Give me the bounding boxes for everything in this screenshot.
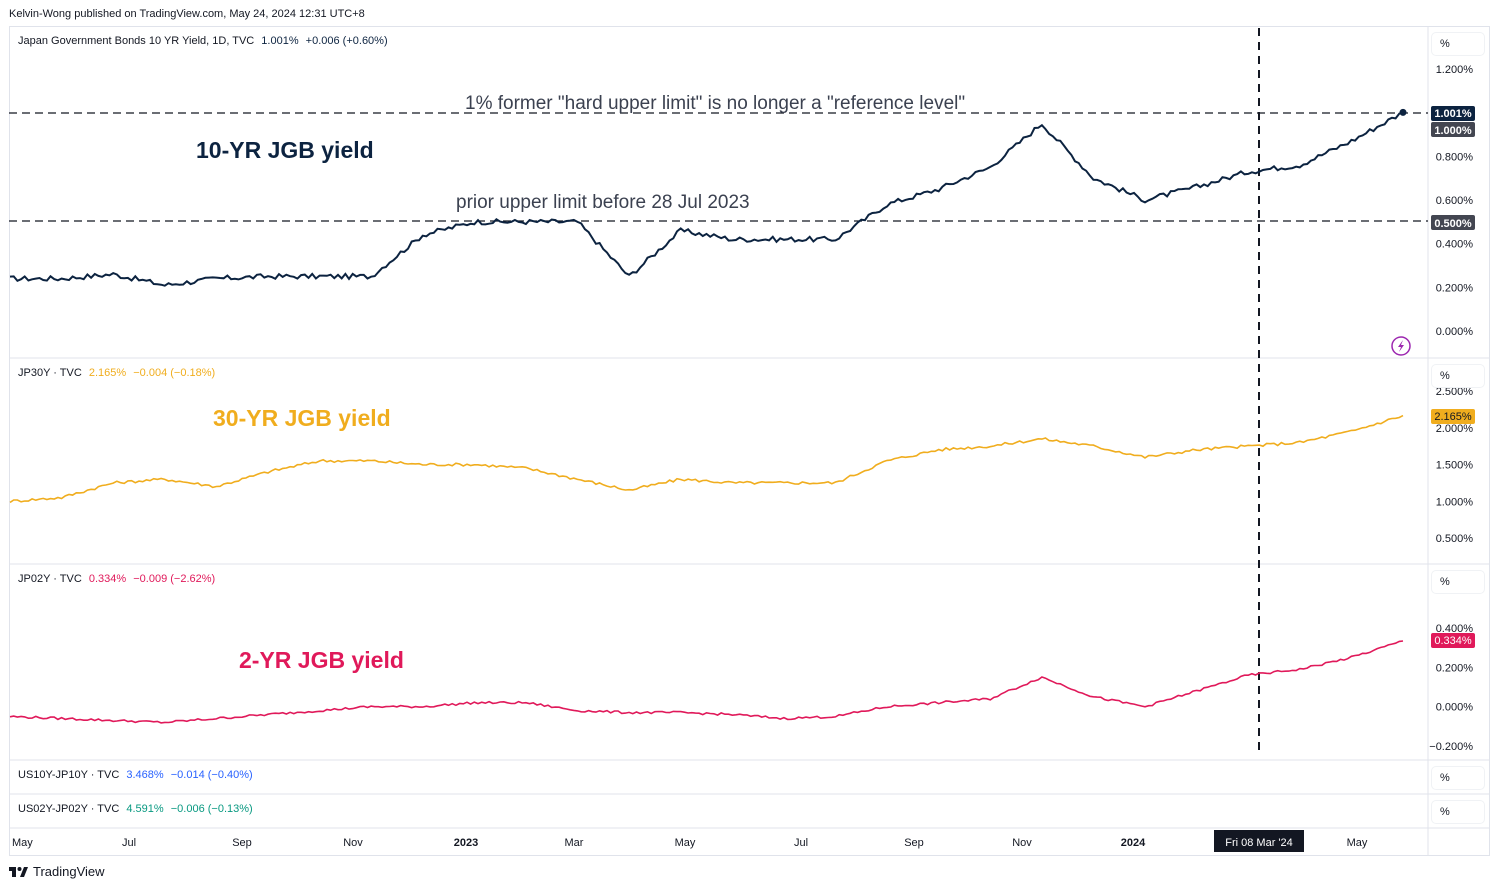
x-tick-label: Mar — [565, 837, 584, 849]
y-tick-label-jp10: 1.200% — [1436, 64, 1474, 76]
y-tick-label-jp02: −0.200% — [1429, 741, 1473, 753]
legend-us02-value: 4.591% — [126, 803, 164, 815]
label-10yr: 10-YR JGB yield — [196, 137, 374, 163]
publisher-line: Kelvin-Wong published on TradingView.com… — [9, 8, 365, 20]
badge-jp30-last: 2.165% — [1431, 409, 1475, 424]
legend-jp02-value: 0.334% — [88, 573, 127, 585]
x-tick-label: Nov — [343, 837, 363, 849]
legend-us02-change: −0.006 (−0.13%) — [170, 803, 253, 815]
legend-jp30-change: −0.004 (−0.18%) — [133, 367, 216, 379]
x-tick-label: May — [12, 837, 33, 849]
series-line-jp10 — [9, 111, 1404, 287]
svg-text:2.165%: 2.165% — [1434, 411, 1472, 423]
x-tick-label: Jul — [122, 837, 136, 849]
label-30yr: 30-YR JGB yield — [213, 405, 391, 431]
y-tick-label-jp10: 0.400% — [1436, 239, 1474, 251]
label-2yr: 2-YR JGB yield — [239, 647, 404, 673]
svg-text:0.334%: 0.334% — [1434, 635, 1472, 647]
x-tick-label: 2024 — [1121, 837, 1146, 849]
x-tick-label: May — [675, 837, 696, 849]
chart-frame — [9, 26, 1490, 856]
y-tick-label-jp30: 1.500% — [1436, 460, 1474, 472]
badge-jp02-last: 0.334% — [1431, 633, 1475, 648]
pct-button-us10[interactable]: % — [1432, 767, 1484, 789]
y-tick-label-jp10: 0.200% — [1436, 282, 1474, 294]
footer-brand[interactable]: TradingView — [9, 864, 105, 879]
y-tick-label-jp10: 0.000% — [1436, 326, 1474, 338]
svg-text:1.001%: 1.001% — [1434, 108, 1472, 120]
x-tick-label: May — [1347, 837, 1368, 849]
series-layer — [9, 108, 1407, 724]
y-tick-label-jp02: 0.400% — [1436, 623, 1474, 635]
series-line-jp02 — [9, 640, 1404, 724]
badge-jp10-last: 1.001% — [1431, 106, 1475, 121]
legend-us10[interactable]: US10Y-JP10Y · TVC 3.468% −0.014 (−0.40%) — [18, 769, 257, 781]
y-tick-label-jp10: 0.600% — [1436, 195, 1474, 207]
legend-jp30[interactable]: JP30Y · TVC 2.165% −0.004 (−0.18%) — [18, 367, 219, 379]
legend-jp10-name: Japan Government Bonds 10 YR Yield, 1D, … — [18, 35, 255, 47]
legend-jp02[interactable]: JP02Y · TVC 0.334% −0.009 (−2.62%) — [18, 573, 219, 585]
badge-jp10-05pct: 0.500% — [1431, 215, 1475, 230]
x-tick-label: Jul — [794, 837, 808, 849]
y-tick-label-jp30: 2.000% — [1436, 423, 1474, 435]
legend-jp30-value: 2.165% — [88, 367, 127, 379]
x-tick-label: Sep — [232, 837, 252, 849]
pct-button-jp02[interactable]: % — [1432, 571, 1484, 593]
y-tick-label-jp30: 2.500% — [1436, 386, 1474, 398]
legend-us02-name: US02Y-JP02Y · TVC — [18, 803, 120, 815]
lightning-icon[interactable] — [1391, 336, 1411, 356]
svg-text:Fri 08 Mar '24: Fri 08 Mar '24 — [1225, 837, 1293, 849]
x-tick-label: 2023 — [454, 837, 478, 849]
tradingview-logo-icon — [9, 866, 28, 877]
svg-text:0.500%: 0.500% — [1434, 218, 1472, 230]
footer-brand-text: TradingView — [33, 864, 105, 879]
legend-us10-name: US10Y-JP10Y · TVC — [18, 769, 120, 781]
legend-jp10[interactable]: Japan Government Bonds 10 YR Yield, 1D, … — [18, 35, 392, 47]
pane-separators — [9, 26, 1490, 856]
badge-jp10-1pct: 1.000% — [1431, 122, 1475, 137]
legend-jp10-value: 1.001% — [261, 35, 299, 47]
series-line-jp30 — [9, 414, 1404, 504]
axis-layer: 1.200% 0.800% 0.600% 0.400% 0.200% 0.000% 2.50… — [12, 64, 1473, 849]
y-tick-label-jp02: 0.000% — [1436, 702, 1474, 714]
cursor-date-label: Fri 08 Mar '24 — [1214, 830, 1304, 852]
y-tick-label-jp30: 0.500% — [1436, 533, 1474, 545]
legend-jp30-name: JP30Y · TVC — [18, 367, 82, 379]
pct-button-jp30[interactable]: % — [1432, 365, 1484, 387]
y-tick-label-jp30: 1.000% — [1436, 496, 1474, 508]
annotation-mid: prior upper limit before 28 Jul 2023 — [456, 192, 750, 213]
last-point-jp10 — [1399, 108, 1407, 116]
y-tick-label-jp10: 0.800% — [1436, 151, 1474, 163]
legend-jp10-change: +0.006 (+0.60%) — [305, 35, 388, 47]
svg-text:1.000%: 1.000% — [1434, 125, 1472, 137]
x-tick-label: Sep — [904, 837, 924, 849]
pct-button-us02[interactable]: % — [1432, 801, 1484, 823]
y-tick-label-jp02: 0.200% — [1436, 662, 1474, 674]
legend-jp02-name: JP02Y · TVC — [18, 573, 82, 585]
annotation-top: 1% former "hard upper limit" is no longe… — [465, 93, 965, 114]
x-tick-label: Nov — [1012, 837, 1032, 849]
pct-button-jp10[interactable]: % — [1432, 33, 1484, 55]
legend-us02[interactable]: US02Y-JP02Y · TVC 4.591% −0.006 (−0.13%) — [18, 803, 257, 815]
legend-us10-value: 3.468% — [126, 769, 164, 781]
legend-jp02-change: −0.009 (−2.62%) — [133, 573, 216, 585]
legend-us10-change: −0.014 (−0.40%) — [170, 769, 253, 781]
